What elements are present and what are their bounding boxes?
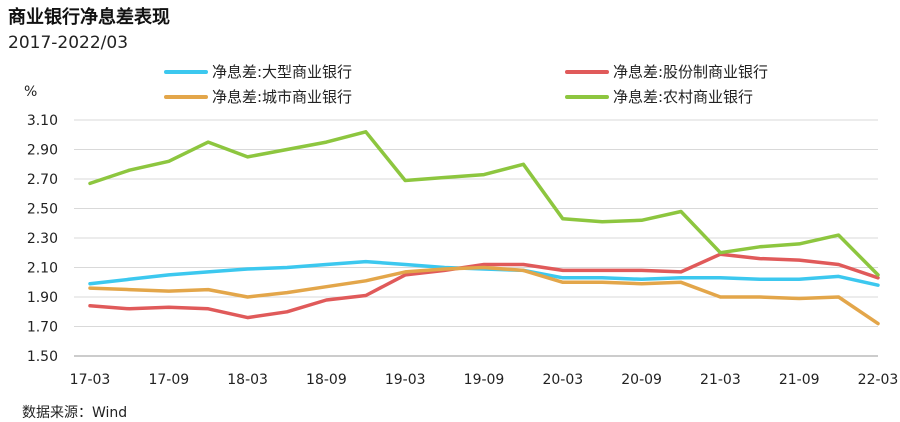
legend-label-rural: 净息差:农村商业银行 [613, 88, 753, 106]
data-source-note: 数据来源：Wind [22, 405, 128, 421]
x-tick-label: 21-03 [700, 372, 741, 388]
x-tick-label: 19-03 [385, 372, 426, 388]
x-tick-label: 19-09 [464, 372, 505, 388]
y-tick-label: 2.50 [27, 202, 58, 218]
y-axis-unit-label: % [24, 84, 37, 100]
y-tick-label: 2.90 [27, 143, 58, 159]
x-tick-label: 17-09 [148, 372, 189, 388]
series-line-city [88, 265, 880, 326]
series-line-joint [88, 252, 880, 320]
x-tick-label: 21-09 [779, 372, 820, 388]
series-line-rural [88, 130, 880, 277]
y-tick-label: 2.10 [27, 261, 58, 277]
y-tick-label: 1.90 [27, 290, 58, 306]
x-tick-label: 22-03 [858, 372, 899, 388]
y-tick-label: 3.10 [27, 113, 58, 129]
y-tick-label: 2.30 [27, 231, 58, 247]
y-tick-label: 1.70 [27, 320, 58, 336]
legend-label-city: 净息差:城市商业银行 [212, 88, 352, 106]
y-tick-label: 2.70 [27, 172, 58, 188]
legend-label-large: 净息差:大型商业银行 [212, 63, 352, 81]
chart-title: 商业银行净息差表现 [8, 7, 170, 28]
y-tick-label: 1.50 [27, 349, 58, 365]
x-tick-label: 18-03 [227, 372, 268, 388]
x-tick-label: 20-03 [542, 372, 583, 388]
x-tick-label: 18-09 [306, 372, 347, 388]
x-tick-label: 17-03 [70, 372, 111, 388]
chart-subtitle: 2017-2022/03 [8, 33, 129, 53]
x-tick-label: 20-09 [621, 372, 662, 388]
legend-label-joint: 净息差:股份制商业银行 [613, 63, 768, 81]
